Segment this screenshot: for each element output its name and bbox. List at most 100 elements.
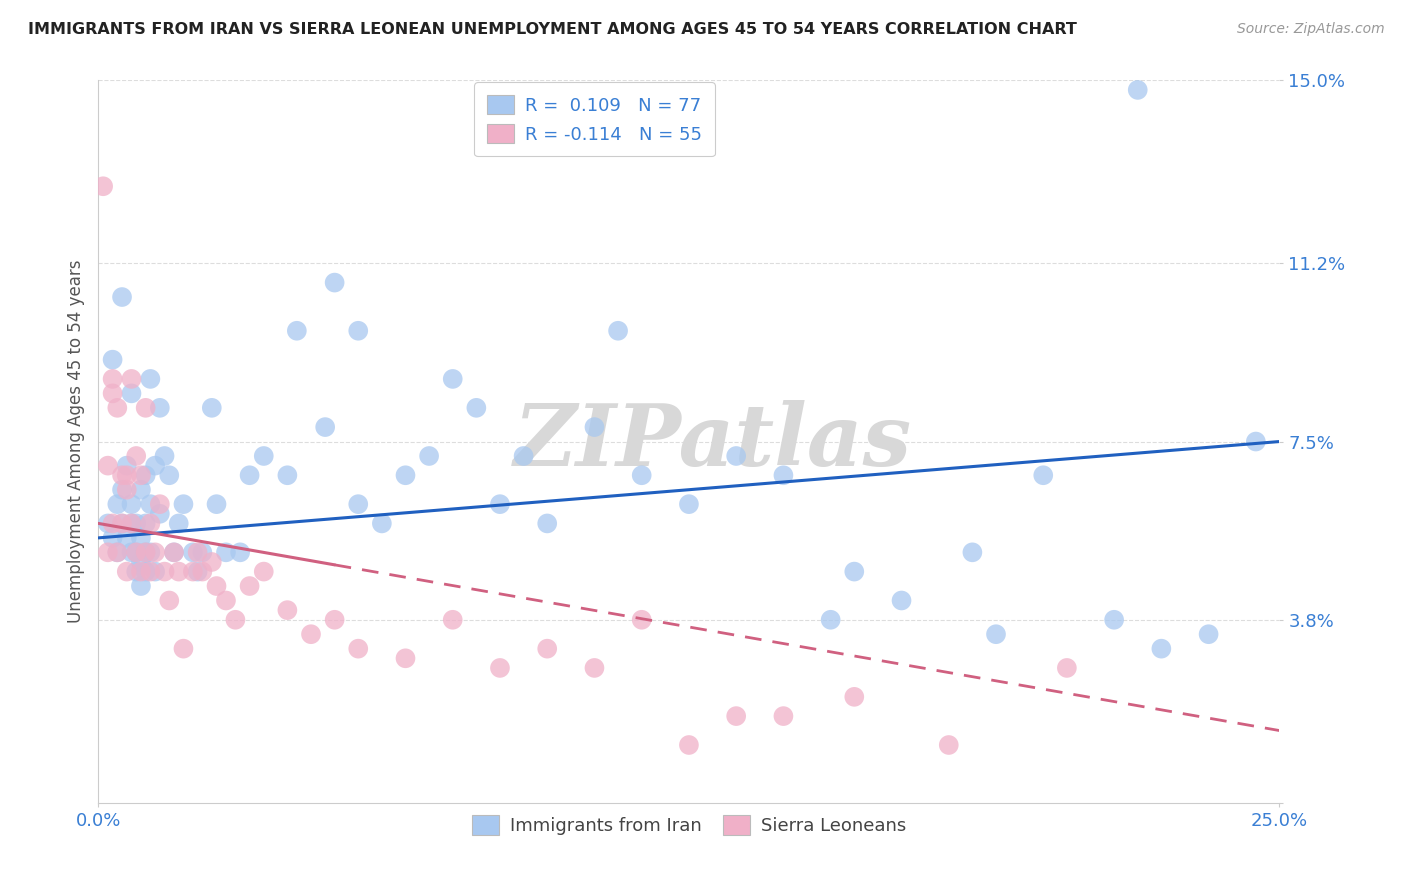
Point — [187, 545, 209, 559]
Point — [181, 565, 204, 579]
Point — [224, 613, 246, 627]
Point — [725, 709, 748, 723]
Point — [105, 545, 128, 559]
Point — [347, 324, 370, 338]
Point — [111, 516, 134, 531]
Point — [394, 651, 416, 665]
Point — [149, 401, 172, 415]
Point — [583, 420, 606, 434]
Point — [105, 545, 128, 559]
Point — [583, 661, 606, 675]
Point — [276, 468, 298, 483]
Point — [1198, 627, 1220, 641]
Point — [115, 483, 138, 497]
Point — [111, 516, 134, 531]
Point — [441, 613, 464, 627]
Point — [167, 516, 190, 531]
Point — [205, 497, 228, 511]
Text: IMMIGRANTS FROM IRAN VS SIERRA LEONEAN UNEMPLOYMENT AMONG AGES 45 TO 54 YEARS CO: IMMIGRANTS FROM IRAN VS SIERRA LEONEAN U… — [28, 22, 1077, 37]
Point — [135, 516, 157, 531]
Point — [323, 613, 346, 627]
Point — [253, 565, 276, 579]
Point — [253, 449, 276, 463]
Point — [115, 531, 138, 545]
Point — [1056, 661, 1078, 675]
Point — [536, 516, 558, 531]
Text: ZIPatlas: ZIPatlas — [513, 400, 911, 483]
Point — [725, 449, 748, 463]
Point — [201, 555, 224, 569]
Point — [276, 603, 298, 617]
Point — [101, 516, 124, 531]
Point — [121, 372, 143, 386]
Point — [101, 372, 124, 386]
Point — [215, 545, 238, 559]
Point — [115, 565, 138, 579]
Point — [135, 545, 157, 559]
Point — [111, 290, 134, 304]
Point — [167, 565, 190, 579]
Point — [536, 641, 558, 656]
Point — [125, 449, 148, 463]
Point — [172, 497, 194, 511]
Point — [962, 545, 984, 559]
Point — [91, 179, 114, 194]
Point — [229, 545, 252, 559]
Point — [143, 565, 166, 579]
Point — [285, 324, 308, 338]
Point — [111, 483, 134, 497]
Point — [323, 276, 346, 290]
Point — [101, 531, 124, 545]
Point — [105, 497, 128, 511]
Point — [239, 579, 262, 593]
Point — [938, 738, 960, 752]
Point — [153, 449, 176, 463]
Point — [135, 401, 157, 415]
Point — [201, 401, 224, 415]
Point — [489, 661, 512, 675]
Point — [97, 545, 120, 559]
Point — [984, 627, 1007, 641]
Point — [139, 516, 162, 531]
Point — [129, 531, 152, 545]
Point — [121, 386, 143, 401]
Y-axis label: Unemployment Among Ages 45 to 54 years: Unemployment Among Ages 45 to 54 years — [66, 260, 84, 624]
Point — [129, 483, 152, 497]
Point — [157, 593, 180, 607]
Point — [105, 401, 128, 415]
Point — [115, 468, 138, 483]
Point — [97, 458, 120, 473]
Point — [465, 401, 488, 415]
Point — [314, 420, 336, 434]
Point — [630, 468, 652, 483]
Point — [205, 579, 228, 593]
Point — [139, 372, 162, 386]
Point — [101, 352, 124, 367]
Point — [441, 372, 464, 386]
Point — [121, 516, 143, 531]
Point — [163, 545, 186, 559]
Point — [489, 497, 512, 511]
Point — [394, 468, 416, 483]
Point — [678, 738, 700, 752]
Point — [890, 593, 912, 607]
Point — [139, 497, 162, 511]
Point — [157, 468, 180, 483]
Point — [125, 545, 148, 559]
Point — [101, 386, 124, 401]
Point — [135, 468, 157, 483]
Point — [149, 497, 172, 511]
Point — [239, 468, 262, 483]
Point — [347, 497, 370, 511]
Point — [139, 545, 162, 559]
Point — [121, 516, 143, 531]
Point — [299, 627, 322, 641]
Point — [820, 613, 842, 627]
Point — [111, 468, 134, 483]
Point — [1102, 613, 1125, 627]
Point — [512, 449, 534, 463]
Point — [187, 565, 209, 579]
Point — [139, 565, 162, 579]
Point — [121, 545, 143, 559]
Point — [191, 565, 214, 579]
